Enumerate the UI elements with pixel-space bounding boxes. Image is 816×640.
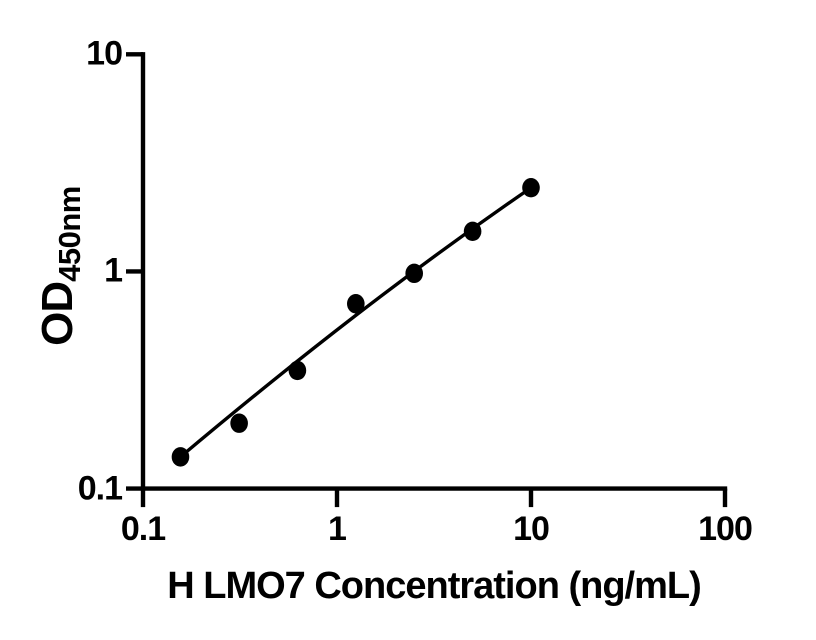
data-point-5 [463, 221, 482, 242]
y-axis-title: OD450nm [33, 186, 87, 346]
y-axis-title-main: OD [33, 281, 82, 346]
data-point-1.25 [347, 294, 365, 314]
y-tick-label-10: 10 [86, 34, 123, 73]
x-tick-label-0.1: 0.1 [120, 509, 166, 548]
y-tick-label-0.1: 0.1 [77, 468, 123, 507]
y-axis-title-subscript: 450nm [52, 186, 87, 282]
data-point-10 [522, 178, 540, 198]
x-tick-label-1: 1 [328, 509, 347, 548]
x-axis-title: H LMO7 Concentration (ng/mL) [167, 565, 702, 607]
data-point-2.5 [405, 263, 424, 284]
fit-line [179, 186, 532, 459]
data-point-0.313 [230, 413, 248, 433]
x-tick-label-10: 10 [513, 509, 550, 548]
data-point-0.156 [171, 447, 190, 467]
y-tick-label-1: 1 [104, 251, 123, 290]
data-point-0.625 [288, 360, 307, 381]
x-tick-label-100: 100 [698, 509, 753, 548]
